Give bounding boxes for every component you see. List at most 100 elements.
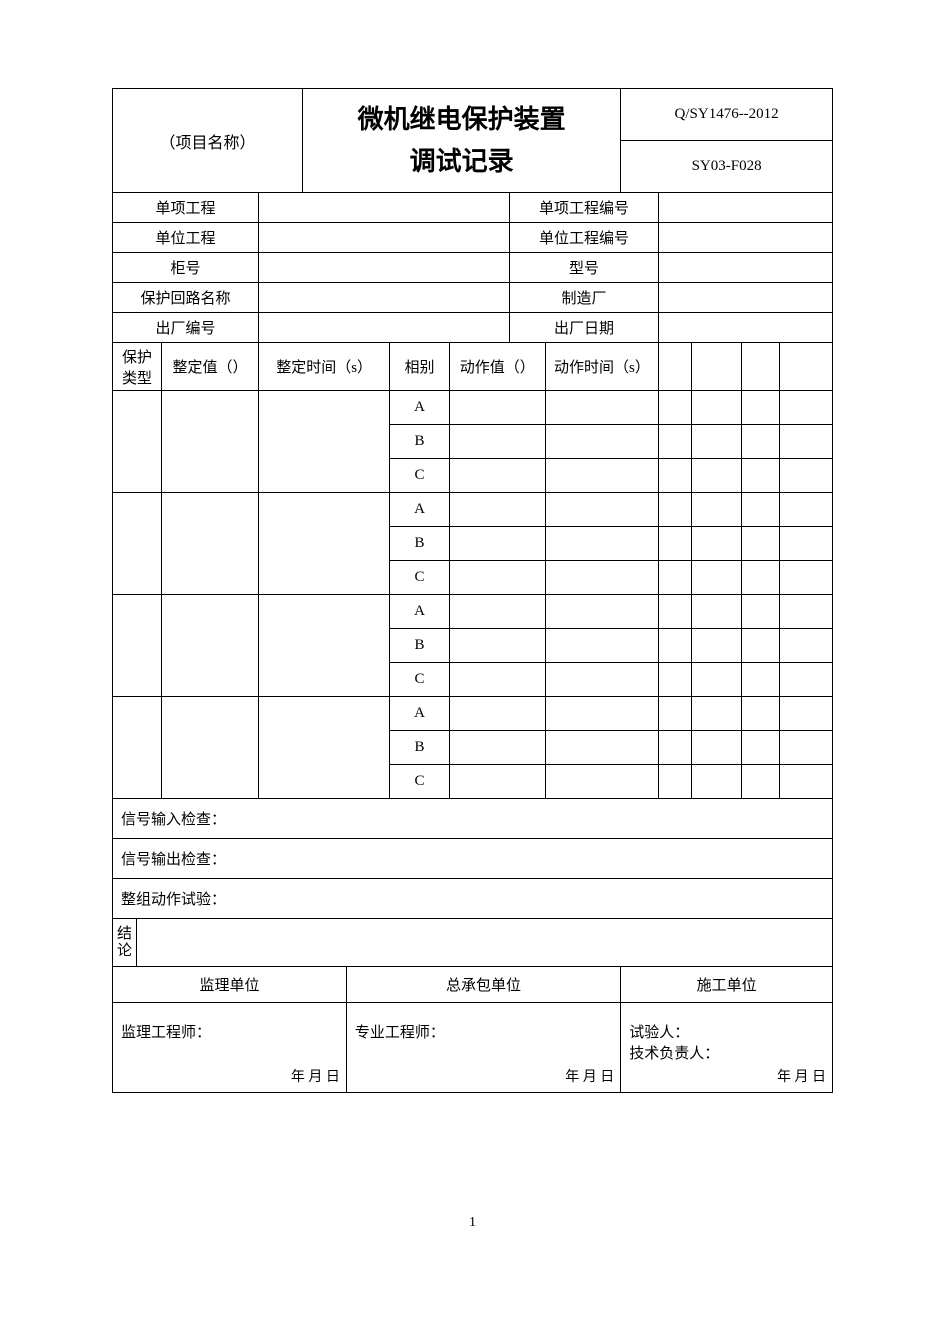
check-signal-in: 信号输入检查： [113, 799, 833, 839]
data-g3-settime [259, 595, 390, 697]
code-top: Q/SY1476--2012 [621, 89, 833, 141]
data-g1-c8-a [691, 391, 741, 425]
unit-general-contractor: 总承包单位 [346, 967, 620, 1003]
label-unit-project-no: 单位工程编号 [509, 223, 659, 253]
data-g1-setval [161, 391, 258, 493]
sign-supervision-date: 年 月 日 [291, 1066, 340, 1086]
title-cell: 微机继电保护装置 调试记录 [303, 89, 621, 193]
value-cabinet-no [259, 253, 510, 283]
data-g2-actval-a [449, 493, 545, 527]
data-g3-c8-a [691, 595, 741, 629]
data-g3-c9-b [742, 629, 780, 663]
data-g1-c9-c [742, 459, 780, 493]
data-g3-c10-a [780, 595, 833, 629]
data-g3-phase-c: C [390, 663, 450, 697]
data-g4-type [113, 697, 162, 799]
data-g4-c8-a [691, 697, 741, 731]
data-g4-acttime-b [545, 731, 659, 765]
data-g2-c9-a [742, 493, 780, 527]
col-set-value: 整定值（） [161, 343, 258, 391]
data-g2-c8-b [691, 527, 741, 561]
data-g4-c7-a [659, 697, 691, 731]
data-g4-acttime-c [545, 765, 659, 799]
conclusion-label: 结论 [113, 919, 137, 967]
data-g3-acttime-a [545, 595, 659, 629]
value-unit-project [259, 223, 510, 253]
data-g1-phase-c: C [390, 459, 450, 493]
data-g2-actval-b [449, 527, 545, 561]
check-signal-out: 信号输出检查： [113, 839, 833, 879]
sign-supervision-label: 监理工程师： [121, 1021, 338, 1042]
data-g3-actval-a [449, 595, 545, 629]
value-factory-no [259, 313, 510, 343]
data-g2-phase-a: A [390, 493, 450, 527]
data-g4-phase-b: B [390, 731, 450, 765]
data-g2-c10-c [780, 561, 833, 595]
label-manufacturer: 制造厂 [509, 283, 659, 313]
col-set-time: 整定时间（s） [259, 343, 390, 391]
data-g4-c10-b [780, 731, 833, 765]
unit-construction: 施工单位 [621, 967, 833, 1003]
data-g2-acttime-a [545, 493, 659, 527]
data-g1-c8-b [691, 425, 741, 459]
data-g3-acttime-b [545, 629, 659, 663]
data-g1-actval-a [449, 391, 545, 425]
data-g3-c8-b [691, 629, 741, 663]
code-bottom: SY03-F028 [621, 141, 833, 193]
data-g2-settime [259, 493, 390, 595]
value-unit-project-no [659, 223, 833, 253]
col-7 [659, 343, 691, 391]
project-name-cell: （项目名称） [113, 89, 303, 193]
data-g1-type [113, 391, 162, 493]
data-g3-c7-b [659, 629, 691, 663]
data-g2-c10-b [780, 527, 833, 561]
data-g3-type [113, 595, 162, 697]
data-g2-c9-b [742, 527, 780, 561]
data-g1-acttime-a [545, 391, 659, 425]
data-g1-acttime-c [545, 459, 659, 493]
data-g4-actval-b [449, 731, 545, 765]
check-group-action: 整组动作试验： [113, 879, 833, 919]
data-g4-c7-c [659, 765, 691, 799]
data-g3-c10-c [780, 663, 833, 697]
data-g1-c8-c [691, 459, 741, 493]
data-g2-c7-c [659, 561, 691, 595]
label-factory-no: 出厂编号 [113, 313, 259, 343]
data-g4-actval-a [449, 697, 545, 731]
label-model: 型号 [509, 253, 659, 283]
data-g4-c9-c [742, 765, 780, 799]
unit-supervision: 监理单位 [113, 967, 347, 1003]
value-loop-name [259, 283, 510, 313]
data-g3-actval-c [449, 663, 545, 697]
data-g1-c10-a [780, 391, 833, 425]
col-action-time: 动作时间（s） [545, 343, 659, 391]
data-g3-c7-c [659, 663, 691, 697]
data-g2-setval [161, 493, 258, 595]
data-g4-c9-b [742, 731, 780, 765]
data-g3-c9-a [742, 595, 780, 629]
data-g1-phase-b: B [390, 425, 450, 459]
data-g4-c8-b [691, 731, 741, 765]
data-g4-c9-a [742, 697, 780, 731]
data-g3-acttime-c [545, 663, 659, 697]
data-g1-c7-a [659, 391, 691, 425]
data-g1-phase-a: A [390, 391, 450, 425]
data-g1-actval-b [449, 425, 545, 459]
col-9 [742, 343, 780, 391]
title-line1: 微机继电保护装置 [307, 99, 616, 141]
data-g1-settime [259, 391, 390, 493]
data-g4-setval [161, 697, 258, 799]
data-g4-phase-a: A [390, 697, 450, 731]
data-g2-c8-c [691, 561, 741, 595]
data-g1-c9-a [742, 391, 780, 425]
value-factory-date [659, 313, 833, 343]
data-g2-phase-c: C [390, 561, 450, 595]
data-g2-c10-a [780, 493, 833, 527]
col-protection-type: 保护类型 [113, 343, 162, 391]
data-g2-c7-b [659, 527, 691, 561]
value-single-project-no [659, 193, 833, 223]
sign-techlead-label: 技术负责人： [629, 1042, 824, 1063]
data-g1-c10-b [780, 425, 833, 459]
col-phase: 相别 [390, 343, 450, 391]
value-model [659, 253, 833, 283]
